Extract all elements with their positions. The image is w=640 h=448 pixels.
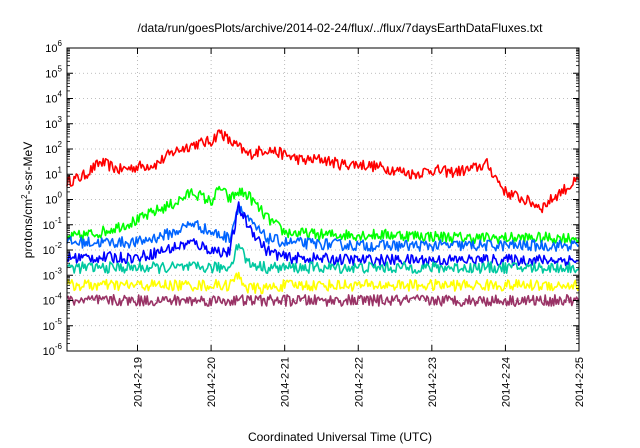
- x-axis-label: Coordinated Universal Time (UTC): [248, 430, 432, 444]
- y-tick-label: 10-4: [43, 292, 63, 308]
- y-axis-label-sup: 2: [20, 194, 29, 199]
- y-tick-label: 10-6: [43, 342, 63, 358]
- chart-title: /data/run/goesPlots/archive/2014-02-24/f…: [138, 21, 544, 35]
- y-axis-label-rest: -s-sr-MeV: [21, 142, 35, 195]
- x-tick-label: 2014-2-19: [133, 357, 145, 407]
- y-tick-label: 10-2: [43, 241, 63, 257]
- x-tick-label: 2014-2-23: [427, 357, 439, 407]
- y-tick-label: 100: [45, 191, 62, 207]
- series-line-5: [66, 243, 580, 275]
- y-tick-label: 10-5: [43, 317, 63, 333]
- x-tick-label: 2014-2-20: [206, 357, 218, 407]
- y-tick-label: 10-1: [43, 216, 63, 232]
- x-axis-ticks: 2014-2-19 2014-2-20 2014-2-21 2014-2-22 2014…: [133, 48, 586, 407]
- y-tick-label: 103: [45, 115, 62, 131]
- y-axis-label: protons/cm2-s-sr-MeV: [20, 142, 35, 258]
- series-line-4: [66, 201, 580, 267]
- x-tick-label: 2014-2-21: [280, 357, 292, 407]
- series-line-7: [66, 294, 580, 307]
- series-line-1: [66, 129, 580, 214]
- y-tick-label: 102: [45, 140, 62, 156]
- series-line-6: [66, 271, 580, 295]
- x-tick-label: 2014-2-22: [353, 357, 365, 407]
- y-tick-label: 10-3: [43, 266, 63, 282]
- y-tick-label: 106: [45, 39, 62, 55]
- y-axis-ticks: 10-6 10-5 10-4 10-3 10-2 10-1 100 101 102 103 104 1…: [43, 39, 579, 358]
- series-line-3: [66, 204, 580, 252]
- y-tick-label: 105: [45, 64, 62, 80]
- series-lines: [66, 129, 580, 307]
- series-line-2: [66, 185, 580, 245]
- y-tick-label: 104: [45, 90, 62, 106]
- y-axis-label-base: protons/cm: [21, 199, 35, 258]
- x-tick-label: 2014-2-24: [500, 357, 512, 407]
- y-tick-label: 101: [45, 165, 62, 181]
- x-tick-label: 2014-2-25: [574, 357, 586, 407]
